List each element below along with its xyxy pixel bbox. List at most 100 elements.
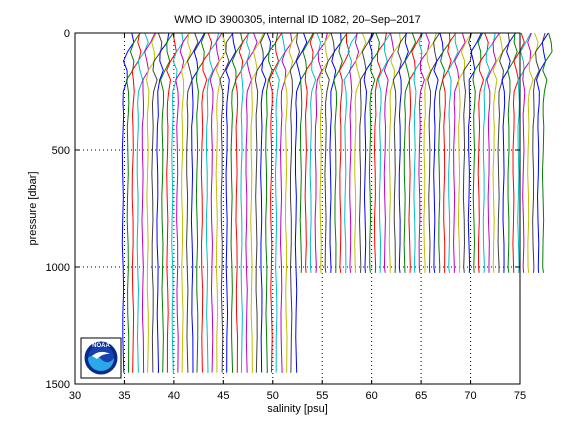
profile-line (268, 32, 283, 373)
plot-background (75, 33, 520, 384)
profile-line (343, 32, 359, 273)
profile-line (240, 32, 251, 373)
profile-line (377, 32, 392, 273)
profile-line (126, 32, 141, 373)
x-tick-label: 60 (366, 390, 378, 402)
profile-line (171, 32, 184, 373)
profile-line (289, 32, 301, 373)
profile-line (225, 32, 237, 373)
profile-line (373, 32, 387, 273)
profile-line (467, 32, 482, 273)
profile-line (447, 32, 459, 273)
grid-lines (75, 33, 520, 384)
profile-line (219, 32, 234, 373)
profile-line (527, 32, 539, 273)
profile-line (121, 32, 135, 373)
profile-line (507, 32, 518, 273)
profile-line (146, 32, 157, 373)
axis-ticks: 30 35 40 45 50 55 60 65 70 75 0 500 1000 1500 (46, 28, 527, 402)
profile-line (279, 32, 293, 373)
profile-line (388, 32, 402, 273)
profile-series (121, 32, 553, 373)
profile-line (368, 32, 380, 273)
profile-line (309, 32, 322, 273)
profile-line (318, 32, 332, 273)
profile-line (230, 32, 244, 373)
profile-line (392, 32, 408, 273)
profile-line (501, 32, 517, 273)
x-tick-label: 40 (168, 390, 180, 402)
profile-line (180, 32, 192, 373)
profile-line (453, 32, 466, 273)
profile-line (254, 32, 266, 373)
profile-line (522, 32, 532, 273)
profile-line (250, 32, 265, 373)
logo-sea (88, 355, 114, 371)
logo-text: NOAA (92, 343, 110, 349)
profile-line (535, 32, 549, 273)
profile-line (260, 32, 272, 373)
x-tick-label: 50 (267, 390, 279, 402)
profile-line (294, 32, 308, 373)
profile-line (427, 32, 440, 273)
profile-line (398, 32, 409, 273)
profile-line (541, 32, 553, 273)
profile-line (457, 32, 472, 273)
profile-line (512, 32, 525, 273)
profile-line (403, 32, 417, 273)
profile-line (532, 32, 546, 273)
profile-line (408, 32, 423, 273)
y-tick-label: 0 (64, 28, 70, 40)
profile-line (141, 32, 156, 373)
profile-line (329, 32, 342, 273)
y-axis-label: pressure [dbar] (27, 172, 39, 246)
y-tick-label: 1500 (46, 379, 70, 391)
profile-line (324, 32, 335, 273)
profile-line (314, 32, 328, 273)
profile-line (441, 32, 457, 273)
profile-line (477, 32, 489, 273)
profile-line (482, 32, 496, 273)
bird-icon (92, 351, 110, 359)
profile-line (245, 32, 258, 373)
profile-line (333, 32, 348, 273)
profile-line (462, 32, 473, 273)
x-tick-label: 75 (514, 390, 526, 402)
profile-line (492, 32, 504, 273)
profile-line (497, 32, 510, 273)
profile-line (349, 32, 360, 273)
profile-line (418, 32, 430, 273)
profile-line (160, 32, 174, 373)
plot-frame (74, 32, 521, 385)
profile-line (209, 32, 223, 373)
profile-line (274, 32, 286, 373)
profile-line (472, 32, 484, 273)
x-tick-label: 65 (415, 390, 427, 402)
profile-line (215, 32, 227, 373)
noaa-logo: NOAA (80, 337, 122, 379)
profile-line (486, 32, 500, 273)
x-tick-label: 30 (69, 390, 81, 402)
profile-line (283, 32, 299, 373)
x-tick-label: 35 (118, 390, 130, 402)
profile-line (517, 32, 532, 273)
profile-line (299, 32, 314, 273)
profile-line (433, 32, 444, 273)
x-axis-label: salinity [psu] (267, 403, 328, 415)
x-tick-label: 55 (316, 390, 328, 402)
profile-line (166, 32, 177, 373)
profile-line (234, 32, 250, 373)
profile-line (338, 32, 350, 273)
profile-line (190, 32, 205, 373)
profile-line (200, 32, 213, 373)
x-tick-label: 70 (464, 390, 476, 402)
plot-area (74, 32, 553, 385)
y-tick-label: 1000 (46, 262, 70, 274)
profile-line (186, 32, 199, 373)
chart-title: WMO ID 3900305, internal ID 1082, 20–Sep… (174, 14, 420, 26)
profile-line (131, 32, 142, 373)
y-tick-label: 500 (52, 145, 70, 157)
profile-line (136, 32, 149, 373)
profile-line (156, 32, 170, 373)
